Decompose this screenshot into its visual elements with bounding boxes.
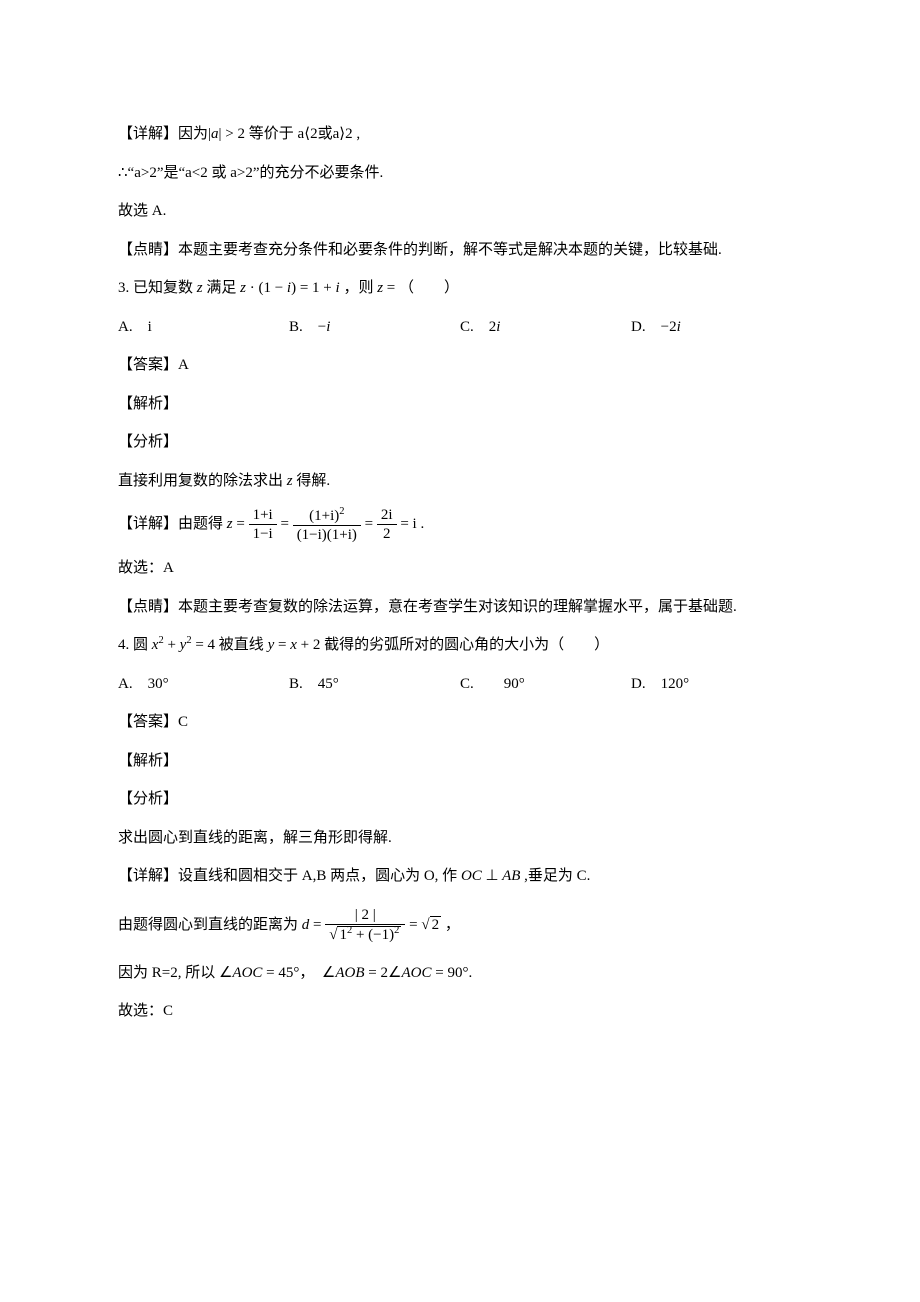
label: 【详解】因为 [118, 126, 208, 142]
q3-options: A. i B. −i C. 2i D. −2i [118, 313, 802, 342]
angle-aob: ∠AOB = 2∠AOC = 90° [322, 965, 469, 981]
q4-circle: x2 + y2 = 4 [152, 637, 215, 653]
q3-dianjing: 【点睛】本题主要考查复数的除法运算，意在考查学生对该知识的理解掌握水平，属于基础… [118, 593, 802, 622]
option-d: D. −2i [631, 313, 802, 342]
choice-line: 故选 A. [118, 197, 802, 226]
q4-line: y = x + 2 [268, 637, 321, 653]
angle-aoc: ∠AOC = 45° [219, 965, 299, 981]
conclusion-line: ∴“a>2”是“a<2 或 a>2”的充分不必要条件. [118, 159, 802, 188]
option-d: D. 120° [631, 670, 802, 699]
q4-because: 因为 R=2, 所以 ∠AOC = 45°， ∠AOB = 2∠AOC = 90… [118, 959, 802, 988]
q3-answer: 【答案】A [118, 351, 802, 380]
math-or: a⟨2或a⟩2 [298, 126, 353, 142]
option-a: A. 30° [118, 670, 289, 699]
option-c: C. 2i [460, 313, 631, 342]
q4-guxuan: 故选：C [118, 997, 802, 1026]
detail-line-1: 【详解】因为|a| > 2 等价于 a⟨2或a⟩2 , [118, 120, 802, 149]
q3-guxuan: 故选：A [118, 554, 802, 583]
q4-fenxi: 【分析】 [118, 785, 802, 814]
q3-detail: 【详解】由题得 z = 1+i1−i = (1+i)2(1−i)(1+i) = … [118, 505, 802, 544]
q3-fenxi-body: 直接利用复数的除法求出 z 得解. [118, 467, 802, 496]
q4-detail-1: 【详解】设直线和圆相交于 A,B 两点，圆心为 O, 作 OC ⊥ AB ,垂足… [118, 862, 802, 891]
dianjing-1: 【点睛】本题主要考查充分条件和必要条件的判断，解不等式是解决本题的关键，比较基础… [118, 236, 802, 265]
option-c: C. 90° [460, 670, 631, 699]
q3-equation: z · (1 − i) = 1 + i [240, 280, 340, 296]
math-abs: |a| > 2 [208, 126, 245, 142]
q4-answer: 【答案】C [118, 708, 802, 737]
option-b: B. 45° [289, 670, 460, 699]
text: 等价于 [245, 126, 298, 142]
q3-detail-eq: z = 1+i1−i = (1+i)2(1−i)(1+i) = 2i2 = i [227, 516, 421, 532]
q3-fenxi: 【分析】 [118, 428, 802, 457]
text: , [353, 126, 361, 142]
option-a: A. i [118, 313, 289, 342]
q4-fenxi-body: 求出圆心到直线的距离，解三角形即得解. [118, 824, 802, 853]
q4-dist-eq: d = | 2 | 12 + (−1)2 = 2 [302, 917, 445, 933]
q4-jiexi: 【解析】 [118, 747, 802, 776]
option-b: B. −i [289, 313, 460, 342]
q4-stem: 4. 圆 x2 + y2 = 4 被直线 y = x + 2 截得的劣弧所对的圆… [118, 631, 802, 660]
q3-ask: z = [377, 280, 395, 296]
q3-jiexi: 【解析】 [118, 390, 802, 419]
q4-distance: 由题得圆心到直线的距离为 d = | 2 | 12 + (−1)2 = 2 ， [118, 901, 802, 949]
q3-stem: 3. 已知复数 z 满足 z · (1 − i) = 1 + i ，则 z = … [118, 274, 802, 303]
q4-options: A. 30° B. 45° C. 90° D. 120° [118, 670, 802, 699]
perp-expr: OC ⊥ AB [461, 868, 520, 884]
